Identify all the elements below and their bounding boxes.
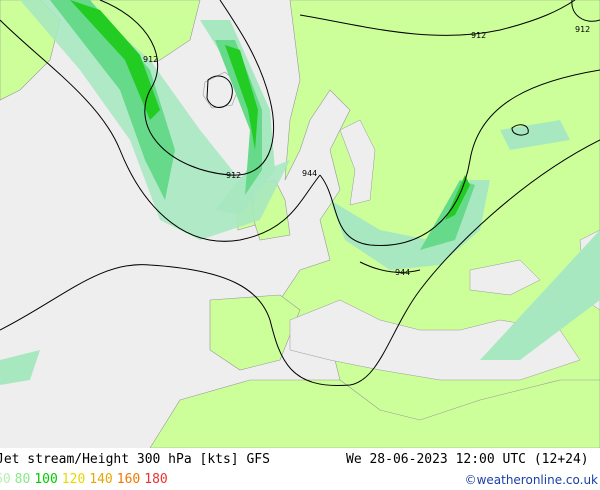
svg-text:944: 944 [302, 169, 317, 178]
contour-labels: 912 912 912 912 944 944 [143, 25, 590, 277]
svg-text:944: 944 [395, 268, 410, 277]
legend-item: 80 [14, 472, 31, 487]
contour-912-c [299, 0, 576, 36]
contour-944-c [359, 261, 421, 273]
legend-item: 60 [0, 472, 11, 487]
map-footer: Jet stream/Height 300 hPa [kts] GFS We 2… [0, 448, 600, 490]
contour-low-iceland [206, 75, 233, 108]
black-sea [469, 259, 541, 296]
contour-944 [319, 69, 600, 247]
svg-text:912: 912 [471, 31, 486, 40]
contour-912-b [0, 19, 321, 242]
jet-stream-shading [0, 0, 600, 385]
iberia [209, 294, 301, 371]
svg-text:912: 912 [226, 171, 241, 180]
svg-text:912: 912 [575, 25, 590, 34]
legend-item: 140 [89, 472, 113, 487]
valid-time: We 28-06-2023 12:00 UTC (12+24) [346, 452, 589, 467]
height-contours [0, 0, 600, 387]
legend-item: 120 [61, 472, 86, 487]
weather-map: 912 912 912 912 944 944 [0, 0, 600, 448]
legend-item: 160 [116, 472, 141, 487]
wind-speed-legend: 6080100120140160180 [0, 472, 172, 487]
svg-text:912: 912 [143, 55, 158, 64]
map-title: Jet stream/Height 300 hPa [kts] GFS [0, 452, 270, 467]
contour-944-b [0, 139, 600, 387]
contour-small-east [511, 124, 529, 136]
africa [149, 379, 600, 448]
baltic [339, 119, 376, 206]
contour-912-d [571, 0, 600, 22]
legend-item: 180 [144, 472, 168, 487]
credit-link[interactable]: ©weatheronline.co.uk [464, 473, 598, 487]
contour-912-a [99, 0, 275, 176]
legend-item: 100 [34, 472, 58, 487]
